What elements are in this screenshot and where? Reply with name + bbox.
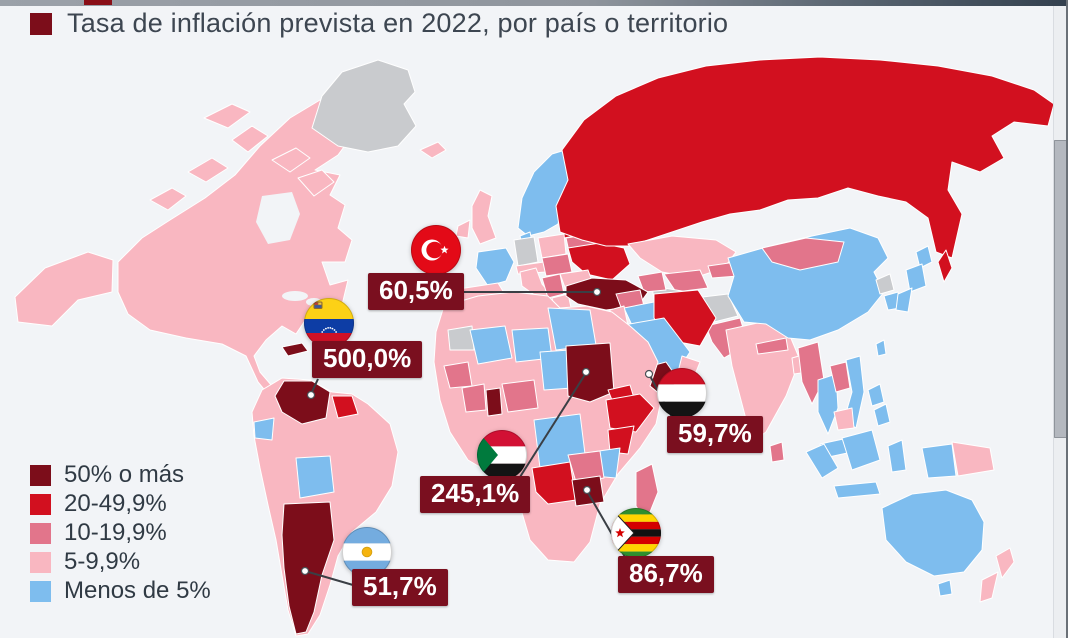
cropped-top-mark [84, 0, 112, 5]
country-greenland [311, 59, 417, 153]
country-bolivia [295, 455, 335, 499]
turkey-flag-icon [410, 224, 462, 276]
legend-label: 10-19,9% [64, 519, 167, 546]
country-ghana [485, 387, 503, 417]
country-venezuela [274, 380, 331, 425]
africa-landmass [433, 291, 663, 563]
country-alaska [14, 251, 114, 327]
connector-sudan [519, 372, 587, 478]
country-mali [469, 325, 513, 365]
country-guyanas [331, 395, 359, 419]
header: Tasa de inflación prevista en 2022, por … [30, 8, 728, 39]
inflation-label-turkey: 60,5% [368, 273, 464, 310]
chart-title: Tasa de inflación prevista en 2022, por … [67, 8, 729, 38]
country-madagascar [635, 463, 659, 523]
country-ethiopia [605, 393, 655, 433]
inflation-label-sudan: 245,1% [420, 476, 531, 513]
marker-yemen [644, 369, 654, 379]
legend-chip-50plus [30, 464, 51, 486]
title-bullet [30, 12, 52, 35]
inflation-label-argentina: 51,7% [352, 569, 448, 606]
asia-landmass [555, 56, 1055, 463]
yemen-flag-icon [656, 367, 708, 419]
marker-sudan [581, 367, 591, 377]
legend-label: 50% o más [64, 461, 185, 488]
country-new-zealand [995, 547, 1015, 579]
country-papua-new-guinea [951, 441, 995, 477]
country-mauritania [447, 325, 475, 351]
marker-turkey [592, 287, 602, 297]
country-japan [915, 245, 933, 269]
country-germany [513, 236, 539, 267]
legend-label: 5-9,9% [64, 548, 141, 575]
legend-item-10-19: 10-19,9% [30, 519, 211, 546]
legend-chip-10-19 [30, 522, 51, 544]
legend-label: 20-49,9% [64, 490, 167, 517]
inflation-label-venezuela: 500,0% [312, 341, 423, 378]
country-australia [881, 489, 985, 577]
country-angola [531, 461, 577, 505]
country-zambia [567, 450, 605, 483]
marker-venezuela [306, 390, 316, 400]
country-libya [547, 307, 597, 351]
cropped-top-strip [0, 0, 1068, 6]
country-uk [471, 189, 497, 245]
country-mongolia [761, 237, 845, 271]
legend: 50% o más 20-49,9% 10-19,9% 5-9,9% Menos… [30, 461, 211, 609]
legend-item-5-9: 5-9,9% [30, 548, 211, 575]
legend-item-20-49: 20-49,9% [30, 490, 211, 517]
country-nigeria [501, 379, 539, 413]
sudan-flag-icon [476, 429, 528, 481]
country-ecuador [253, 417, 275, 441]
hudson-bay [256, 192, 300, 244]
north-america-landmass [14, 59, 417, 405]
legend-item-under5: Menos de 5% [30, 577, 211, 604]
country-borneo [841, 429, 881, 471]
marker-zimbabwe [582, 485, 592, 495]
inflation-label-yemen: 59,7% [667, 416, 763, 453]
country-poland [537, 233, 567, 259]
country-cuba [281, 342, 309, 357]
legend-chip-5-9 [30, 551, 51, 573]
inflation-label-zimbabwe: 86,7% [618, 556, 714, 593]
great-lakes [282, 291, 308, 301]
legend-item-50plus: 50% o más [30, 461, 211, 488]
country-iceland [419, 141, 447, 159]
legend-chip-20-49 [30, 493, 51, 515]
country-kenya [607, 425, 635, 455]
south-america-landmass [251, 377, 399, 637]
connector-argentina [304, 570, 354, 586]
marker-argentina [300, 566, 310, 576]
legend-label: Menos de 5% [64, 577, 211, 604]
zimbabwe-flag-icon [610, 507, 662, 559]
oceania-landmass [805, 429, 1015, 603]
window-edge [1066, 0, 1068, 638]
country-argentina [281, 501, 335, 635]
country-france [475, 247, 515, 287]
legend-chip-under5 [30, 580, 51, 602]
country-russia [555, 56, 1055, 259]
